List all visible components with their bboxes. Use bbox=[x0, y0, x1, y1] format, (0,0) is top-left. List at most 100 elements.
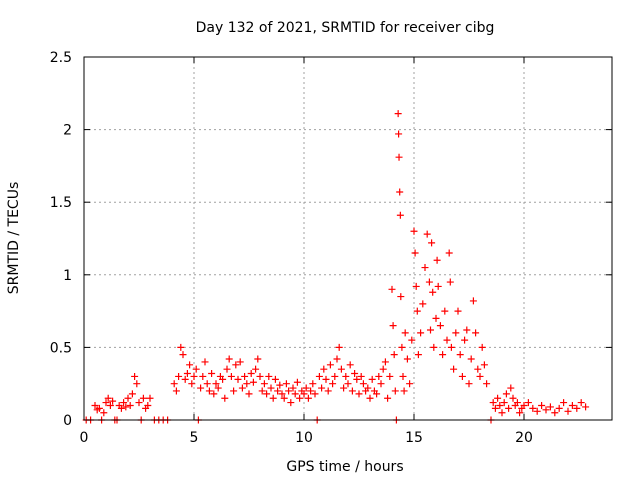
data-point bbox=[447, 343, 455, 351]
data-point bbox=[410, 227, 418, 235]
data-point bbox=[403, 355, 411, 363]
data-point bbox=[414, 351, 422, 359]
data-point bbox=[425, 278, 433, 286]
data-point bbox=[505, 404, 513, 412]
data-point bbox=[351, 370, 359, 378]
data-point bbox=[390, 351, 398, 359]
data-point bbox=[483, 380, 491, 388]
data-point bbox=[406, 380, 414, 388]
data-point bbox=[568, 401, 576, 409]
data-point bbox=[243, 380, 251, 388]
data-point bbox=[498, 409, 506, 417]
data-point bbox=[502, 390, 510, 398]
x-axis-label: GPS time / hours bbox=[286, 459, 403, 475]
data-point bbox=[326, 361, 334, 369]
data-point bbox=[95, 404, 103, 412]
data-point bbox=[333, 355, 341, 363]
plot-frame bbox=[83, 56, 613, 421]
data-point bbox=[461, 336, 469, 344]
x-tick-label: 0 bbox=[80, 430, 89, 446]
data-point bbox=[269, 394, 277, 402]
data-point bbox=[124, 394, 132, 402]
data-point bbox=[434, 282, 442, 290]
data-point bbox=[309, 380, 317, 388]
data-point bbox=[391, 387, 399, 395]
data-point bbox=[201, 358, 209, 366]
data-point bbox=[551, 409, 559, 417]
data-point bbox=[573, 404, 581, 412]
data-point bbox=[199, 372, 207, 380]
data-point bbox=[454, 307, 462, 315]
data-point bbox=[210, 390, 218, 398]
data-point bbox=[533, 407, 541, 415]
data-point bbox=[271, 375, 279, 383]
data-point bbox=[399, 372, 407, 380]
data-point bbox=[131, 372, 139, 380]
data-point bbox=[443, 336, 451, 344]
data-points bbox=[82, 110, 590, 424]
data-point bbox=[439, 351, 447, 359]
data-point bbox=[421, 264, 429, 272]
data-point bbox=[190, 372, 198, 380]
data-point bbox=[102, 399, 110, 407]
data-point bbox=[291, 390, 299, 398]
data-point bbox=[456, 351, 464, 359]
data-point bbox=[428, 239, 436, 247]
data-point bbox=[324, 387, 332, 395]
data-point bbox=[386, 372, 394, 380]
data-point bbox=[227, 372, 235, 380]
data-point bbox=[355, 390, 363, 398]
data-point bbox=[232, 361, 240, 369]
data-point bbox=[214, 384, 222, 392]
y-tick-label: 1.5 bbox=[50, 195, 72, 211]
data-point bbox=[139, 394, 147, 402]
data-point bbox=[280, 394, 288, 402]
data-point bbox=[302, 384, 310, 392]
data-point bbox=[289, 384, 297, 392]
data-point bbox=[366, 394, 374, 402]
x-tick-label: 15 bbox=[405, 430, 423, 446]
data-point bbox=[396, 211, 404, 219]
data-point bbox=[258, 387, 266, 395]
data-point bbox=[474, 365, 482, 373]
y-axis-label: SRMTID / TECUs bbox=[6, 182, 22, 295]
data-point bbox=[208, 370, 216, 378]
data-point bbox=[265, 372, 273, 380]
data-point bbox=[491, 404, 499, 412]
data-point bbox=[432, 314, 440, 322]
data-point bbox=[172, 387, 180, 395]
data-point bbox=[126, 401, 134, 409]
data-point bbox=[146, 394, 154, 402]
data-point bbox=[384, 394, 392, 402]
data-point bbox=[538, 401, 546, 409]
data-point bbox=[419, 300, 427, 308]
y-tick-label: 0.5 bbox=[50, 340, 72, 356]
data-point bbox=[183, 370, 191, 378]
data-point bbox=[254, 355, 262, 363]
data-point bbox=[397, 293, 405, 301]
data-point bbox=[219, 375, 227, 383]
data-point bbox=[546, 403, 554, 411]
data-point bbox=[465, 380, 473, 388]
data-point bbox=[285, 387, 293, 395]
axes: 0 5 10 15 20 0 0.5 1 1.5 2 2.5 bbox=[50, 50, 613, 446]
data-point bbox=[100, 409, 108, 417]
data-point bbox=[320, 365, 328, 373]
data-point bbox=[445, 249, 453, 257]
data-point bbox=[412, 282, 420, 290]
data-point bbox=[452, 329, 460, 337]
data-point bbox=[375, 372, 383, 380]
data-point bbox=[133, 380, 141, 388]
data-point bbox=[509, 394, 517, 402]
data-point bbox=[524, 399, 532, 407]
data-point bbox=[223, 365, 231, 373]
data-point bbox=[179, 351, 187, 359]
data-point bbox=[278, 390, 286, 398]
data-point bbox=[408, 336, 416, 344]
data-point bbox=[494, 394, 502, 402]
data-point bbox=[329, 380, 337, 388]
data-point bbox=[197, 384, 205, 392]
data-point bbox=[340, 384, 348, 392]
data-point bbox=[117, 404, 125, 412]
data-point bbox=[274, 387, 282, 395]
